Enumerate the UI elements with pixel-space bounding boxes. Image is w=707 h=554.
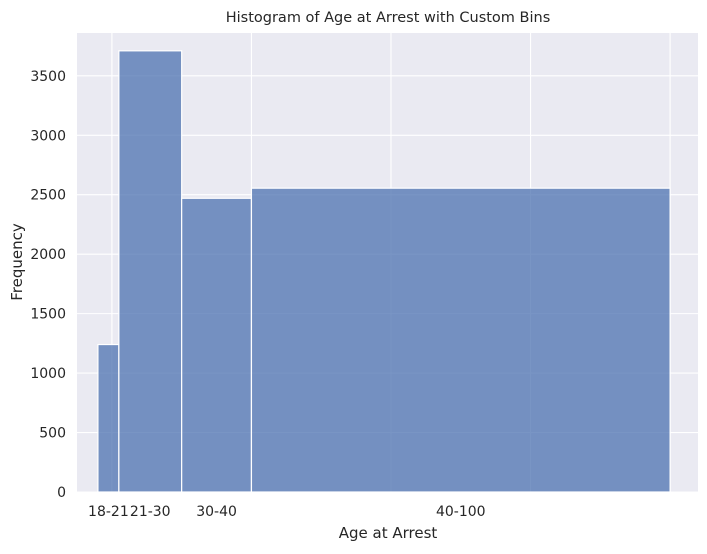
y-axis-ticks: 0 500 1000 1500 2000 2500 3000 3500 (30, 69, 66, 501)
y-tick-label: 1500 (30, 307, 66, 323)
y-tick-label: 0 (57, 485, 66, 501)
x-tick-label: 40-100 (436, 504, 486, 520)
y-tick-label: 500 (39, 426, 66, 442)
y-tick-label: 1000 (30, 366, 66, 382)
chart-title: Histogram of Age at Arrest with Custom B… (226, 10, 551, 26)
histogram-bars (97, 50, 671, 493)
y-tick-label: 3000 (30, 128, 66, 144)
histogram-bar-18-21 (97, 343, 120, 493)
y-tick-label: 2500 (30, 188, 66, 204)
histogram-bar-21-30 (118, 50, 183, 493)
x-tick-label: 21-30 (130, 504, 171, 520)
y-axis-label: Frequency (8, 223, 26, 301)
y-tick-label: 2000 (30, 247, 66, 263)
x-tick-label: 18-21 (88, 504, 129, 520)
x-tick-label: 30-40 (196, 504, 237, 520)
x-axis-label: Age at Arrest (339, 524, 438, 542)
x-axis-ticks: 18-21 21-30 30-40 40-100 (88, 504, 486, 520)
y-tick-label: 3500 (30, 69, 66, 85)
histogram-bar-40-100 (250, 187, 671, 493)
histogram-bar-30-40 (181, 197, 253, 493)
